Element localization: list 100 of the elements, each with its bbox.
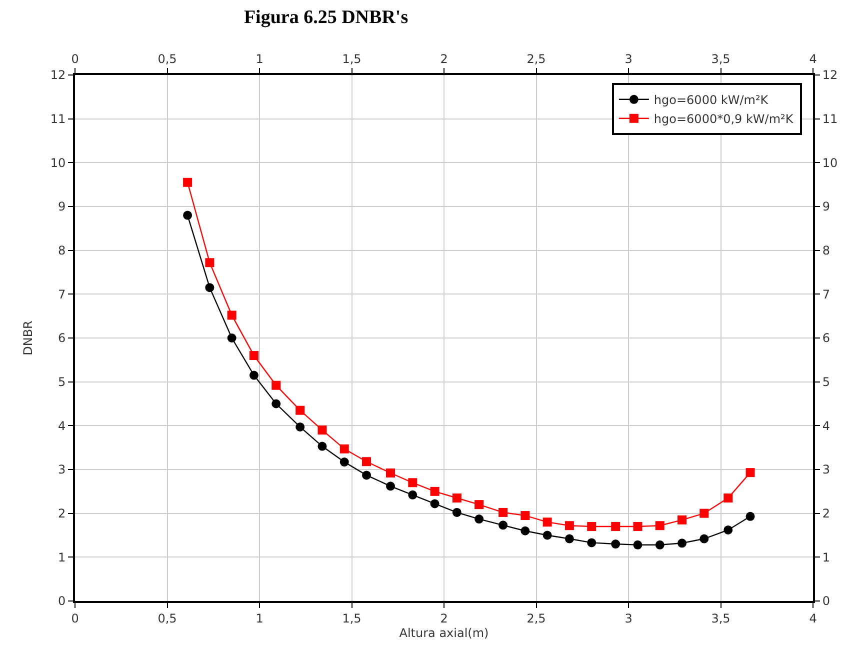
point	[520, 526, 530, 536]
x2-tick-label: 2	[440, 611, 448, 626]
x2-tick-label: 3,5	[711, 611, 730, 626]
point	[611, 540, 620, 549]
point	[678, 515, 687, 524]
y2-tick-label: 10	[822, 156, 838, 170]
x2-tick-label: 1,5	[342, 611, 362, 626]
y2-tick-label: 2	[822, 506, 830, 521]
point	[272, 380, 281, 390]
y-tick-label: 8	[58, 244, 66, 258]
point	[227, 310, 236, 320]
point	[227, 334, 236, 342]
y2-tick-label: 8	[822, 244, 830, 258]
point	[340, 458, 349, 467]
x2-tick-label: 1	[256, 611, 264, 626]
point	[498, 508, 508, 517]
y2-tick-label: 3	[822, 462, 830, 477]
point	[408, 478, 418, 488]
x-tick-label: 4	[809, 52, 817, 66]
point	[655, 540, 664, 550]
point	[564, 521, 574, 530]
x2-tick-label: 4	[809, 611, 817, 626]
y-tick-label: 1	[58, 550, 66, 564]
point	[542, 518, 552, 527]
y-axis-title: DNBR	[21, 320, 36, 356]
legend-label: hgo=6000 kW/m²K	[654, 93, 770, 108]
point	[474, 514, 484, 524]
x-tick-label: 3,5	[711, 52, 730, 66]
y2-tick-label: 12	[822, 68, 838, 82]
y-tick-label: 4	[58, 418, 66, 433]
x-tick-label: 0,5	[158, 52, 177, 66]
x-tick-label: 2	[440, 52, 448, 66]
x2-tick-label: 0,5	[158, 611, 177, 626]
point	[746, 468, 755, 478]
x-axis-title: Altura axial(m)	[399, 626, 489, 640]
point	[249, 370, 258, 380]
point	[318, 442, 327, 451]
point	[318, 426, 327, 435]
point	[272, 399, 281, 408]
point	[700, 508, 709, 518]
point	[746, 512, 755, 521]
y-tick-label: 12	[50, 68, 66, 82]
x2-tick-label: 2,5	[526, 611, 546, 626]
point	[633, 540, 642, 550]
point	[678, 538, 687, 548]
y-tick-label: 10	[50, 156, 66, 170]
y2-tick-label: 6	[822, 331, 830, 346]
point	[452, 493, 462, 502]
point	[205, 283, 214, 292]
y2-tick-label: 7	[822, 287, 830, 302]
point	[498, 520, 508, 530]
y-tick-label: 5	[58, 375, 66, 390]
point	[452, 508, 462, 517]
point	[474, 500, 484, 510]
y2-tick-label: 1	[822, 550, 830, 564]
point	[205, 258, 214, 268]
point	[386, 482, 395, 491]
x-tick-label: 0	[71, 52, 79, 66]
y-tick-label: 9	[58, 200, 66, 214]
point	[611, 522, 620, 531]
x-tick-label: 1	[256, 52, 264, 66]
y2-tick-label: 5	[822, 375, 830, 390]
point	[724, 525, 733, 534]
chart-title: Figura 6.25 DNBR's	[244, 7, 408, 28]
y2-tick-label: 0	[822, 594, 830, 608]
legend-label: hgo=6000*0,9 kW/m²K	[654, 112, 794, 126]
point	[386, 468, 395, 478]
x2-tick-label: 3	[624, 611, 632, 626]
x-tick-label: 3	[624, 52, 632, 66]
point	[183, 210, 192, 220]
point	[430, 499, 440, 508]
point	[542, 530, 552, 540]
point	[249, 351, 258, 360]
y-tick-label: 7	[58, 287, 66, 302]
y-tick-label: 3	[58, 462, 66, 477]
point	[408, 490, 418, 500]
point	[655, 521, 664, 530]
point	[587, 538, 596, 548]
x-tick-label: 2,5	[526, 52, 546, 66]
point	[633, 522, 642, 531]
x2-tick-label: 0	[71, 611, 79, 626]
point	[362, 457, 372, 466]
y-tick-label: 2	[58, 506, 66, 521]
point	[520, 511, 530, 520]
y2-tick-label: 9	[822, 200, 830, 214]
y-tick-label: 0	[58, 594, 66, 608]
point	[296, 406, 305, 415]
y-tick-label: 11	[50, 112, 66, 126]
point	[362, 470, 372, 480]
point	[183, 178, 192, 187]
y2-tick-label: 4	[822, 418, 830, 433]
point	[340, 444, 349, 454]
point	[564, 534, 574, 544]
point	[430, 486, 440, 496]
point	[700, 534, 709, 544]
point	[724, 493, 733, 502]
x-tick-label: 1,5	[342, 52, 362, 66]
point	[587, 522, 596, 531]
y-tick-label: 6	[58, 331, 66, 346]
y2-tick-label: 11	[822, 112, 838, 126]
